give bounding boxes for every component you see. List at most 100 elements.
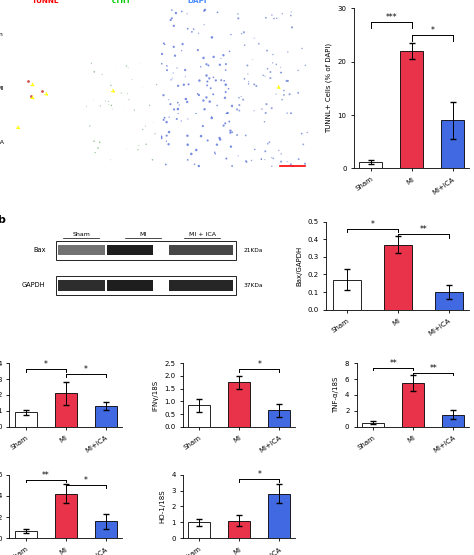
Text: MI + ICA: MI + ICA — [0, 140, 4, 145]
Bar — [441, 120, 464, 168]
Point — [183, 98, 191, 107]
Point — [142, 122, 149, 130]
Point — [207, 84, 214, 93]
Point — [195, 90, 203, 99]
Point — [136, 59, 143, 68]
Point — [287, 109, 295, 118]
Point — [287, 8, 295, 17]
Point — [278, 9, 286, 18]
Point — [211, 149, 219, 158]
Point — [160, 91, 167, 100]
Point — [249, 56, 256, 64]
Point — [94, 144, 102, 153]
Point — [149, 118, 157, 127]
Point — [277, 68, 284, 77]
Point — [158, 59, 165, 68]
Point — [235, 93, 243, 102]
Point — [261, 72, 269, 80]
Bar — [15, 531, 36, 538]
Point — [27, 92, 35, 100]
Point — [236, 100, 243, 109]
Point — [134, 145, 142, 154]
Point — [223, 109, 230, 118]
Point — [99, 70, 106, 79]
Point — [277, 149, 285, 158]
Point — [188, 27, 196, 36]
Text: MI: MI — [139, 232, 147, 237]
Point — [174, 82, 182, 90]
Point — [182, 65, 189, 74]
Y-axis label: TNF-α/18S: TNF-α/18S — [333, 377, 339, 413]
Point — [221, 119, 229, 128]
Text: **: ** — [429, 364, 437, 372]
Bar — [56, 241, 236, 260]
Text: 21KDa: 21KDa — [243, 248, 263, 253]
Point — [91, 148, 99, 157]
Point — [303, 128, 311, 137]
Point — [233, 130, 241, 139]
Bar — [15, 412, 36, 427]
Point — [161, 40, 169, 49]
Bar — [55, 393, 76, 427]
Point — [268, 153, 275, 162]
Point — [203, 71, 210, 80]
Point — [208, 33, 216, 42]
Point — [183, 132, 191, 140]
Point — [294, 66, 302, 75]
Bar — [228, 382, 250, 427]
Y-axis label: HO-1/18S: HO-1/18S — [160, 490, 165, 523]
Point — [226, 47, 233, 56]
Point — [242, 131, 249, 140]
Point — [183, 9, 191, 18]
Point — [200, 7, 208, 16]
Point — [142, 140, 150, 149]
Point — [240, 28, 247, 37]
Text: **: ** — [389, 359, 397, 368]
Point — [192, 145, 200, 154]
Text: b: b — [0, 215, 5, 225]
Point — [203, 60, 210, 69]
Text: MI + ICA: MI + ICA — [189, 232, 216, 237]
Point — [242, 157, 250, 165]
Point — [250, 106, 258, 115]
Point — [163, 65, 171, 74]
Point — [120, 104, 128, 113]
Bar — [435, 292, 463, 310]
Point — [38, 87, 46, 95]
Point — [210, 73, 217, 82]
Point — [105, 100, 112, 109]
Point — [280, 86, 288, 95]
Point — [233, 105, 241, 114]
Point — [268, 11, 276, 19]
Point — [268, 104, 275, 113]
Point — [170, 105, 178, 114]
Point — [160, 39, 168, 48]
Point — [107, 155, 114, 164]
Point — [153, 80, 160, 89]
Point — [173, 63, 181, 72]
Point — [185, 80, 192, 89]
Point — [272, 90, 280, 99]
Point — [298, 44, 306, 53]
Point — [138, 83, 146, 92]
Point — [203, 81, 211, 90]
Text: cTnT: cTnT — [111, 0, 131, 4]
Point — [167, 100, 174, 109]
Point — [163, 61, 171, 70]
Point — [287, 160, 295, 169]
Point — [275, 146, 283, 155]
Point — [227, 126, 234, 135]
Point — [269, 50, 277, 59]
Point — [253, 82, 260, 90]
Point — [102, 97, 109, 105]
Point — [295, 155, 302, 164]
Y-axis label: TUNNL+ Cells (% of DAPI): TUNNL+ Cells (% of DAPI) — [326, 43, 332, 133]
Point — [165, 128, 173, 137]
Text: TUNNL: TUNNL — [32, 0, 59, 4]
Point — [236, 106, 243, 115]
Point — [273, 60, 280, 69]
Point — [221, 93, 229, 102]
Point — [283, 157, 291, 166]
Point — [287, 11, 295, 20]
Point — [227, 142, 235, 151]
